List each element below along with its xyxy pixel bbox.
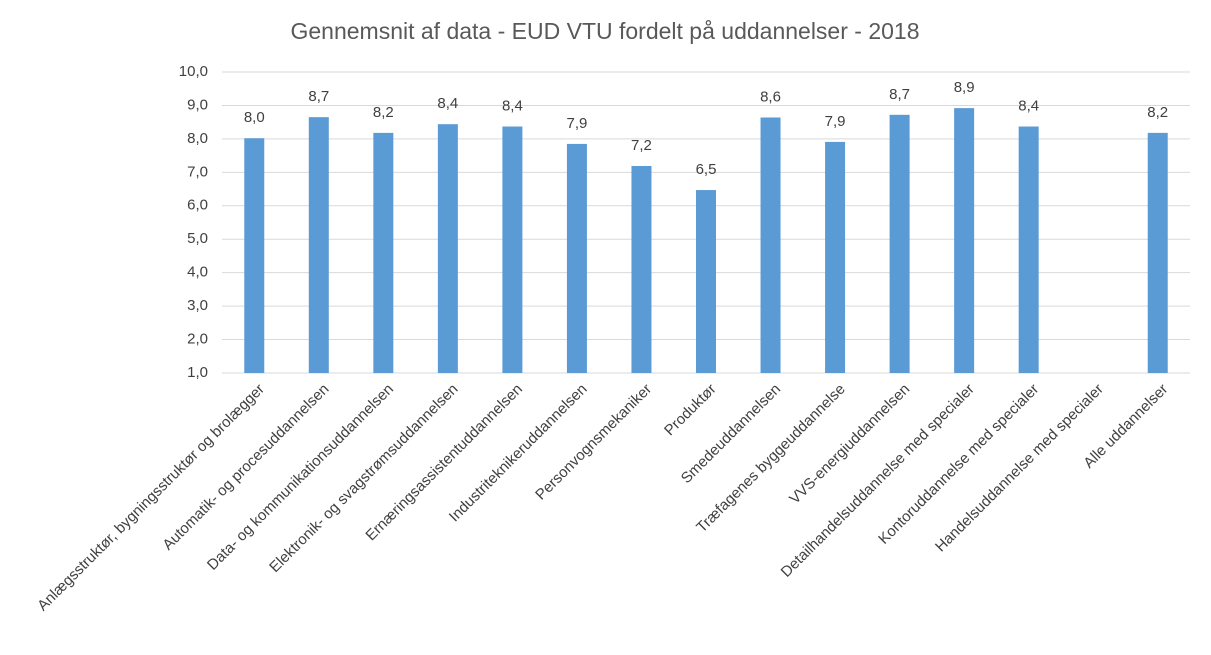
- value-label: 6,5: [696, 161, 717, 178]
- x-tick-label: VVS-energiuddannelsen: [786, 381, 913, 508]
- y-tick-label: 8,0: [187, 130, 208, 147]
- value-label: 8,2: [1147, 104, 1168, 121]
- value-label: 8,6: [760, 88, 781, 105]
- value-label: 8,7: [308, 88, 329, 105]
- value-label: 8,4: [1018, 97, 1039, 114]
- y-tick-label: 5,0: [187, 230, 208, 247]
- bar: [437, 124, 458, 373]
- value-label: 8,7: [889, 86, 910, 103]
- bar: [308, 117, 329, 374]
- y-tick-label: 3,0: [187, 297, 208, 314]
- y-tick-label: 7,0: [187, 163, 208, 180]
- bar: [1147, 132, 1168, 373]
- bar: [696, 190, 716, 373]
- value-label: 8,9: [954, 79, 975, 96]
- bar: [631, 165, 652, 373]
- bar: [502, 126, 523, 374]
- x-tick-label: Personvognsmekaniker: [532, 381, 655, 504]
- y-tick-label: 9,0: [187, 96, 208, 113]
- y-tick-label: 1,0: [187, 364, 208, 381]
- x-tick-label: Produktør: [661, 381, 720, 440]
- value-label: 8,2: [373, 104, 394, 121]
- value-label: 8,4: [437, 95, 458, 112]
- value-label: 7,9: [567, 115, 588, 132]
- value-label: 8,4: [502, 97, 523, 114]
- bar: [373, 132, 394, 373]
- bar: [889, 114, 910, 373]
- value-label: 7,2: [631, 137, 652, 154]
- y-tick-label: 4,0: [187, 264, 208, 281]
- x-tick-label: Industriteknikeruddannelsen: [446, 381, 591, 526]
- bar: [566, 143, 587, 373]
- bar: [1018, 126, 1039, 374]
- value-label: 8,0: [244, 109, 265, 126]
- y-tick-label: 2,0: [187, 331, 208, 348]
- bar: [760, 117, 781, 374]
- bar: [825, 141, 846, 373]
- bar: [954, 108, 975, 374]
- x-tick-label: Anlægsstruktør, bygningsstruktør og brol…: [34, 381, 268, 615]
- value-label: 7,9: [825, 113, 846, 130]
- chart-title: Gennemsnit af data - EUD VTU fordelt på …: [290, 18, 919, 44]
- y-tick-label: 6,0: [187, 197, 208, 214]
- bar: [244, 138, 265, 373]
- y-tick-label: 10,0: [179, 63, 208, 80]
